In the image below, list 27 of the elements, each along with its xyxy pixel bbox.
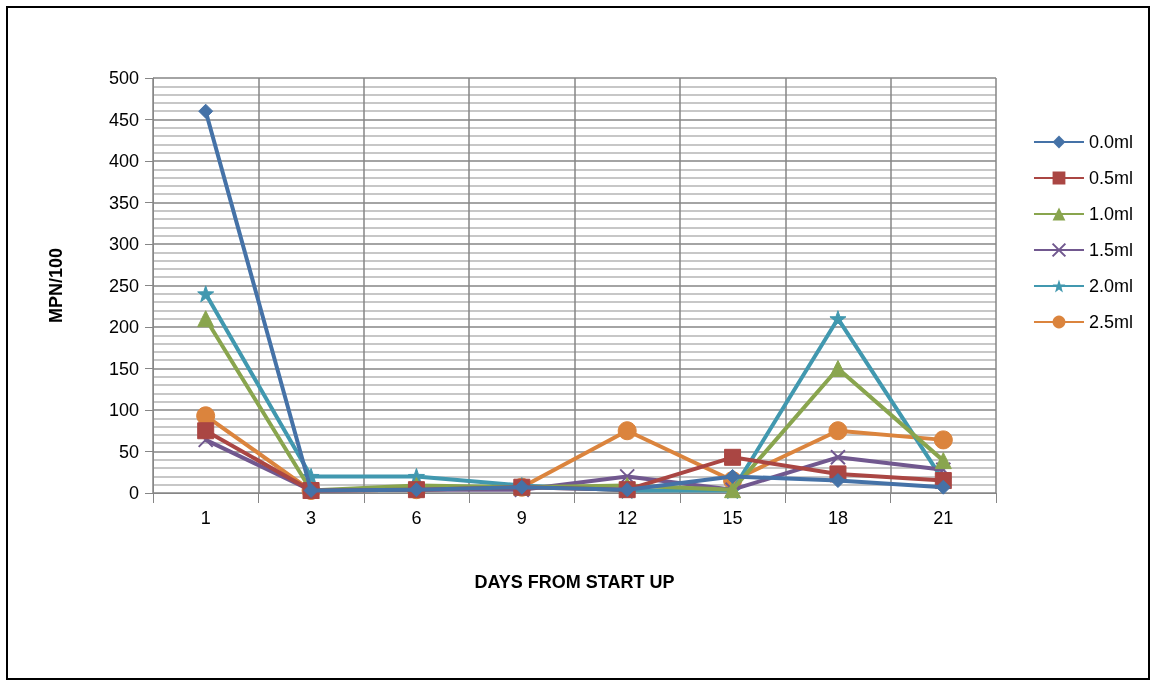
y-tick-label: 500 xyxy=(108,68,139,88)
y-tick-label: 350 xyxy=(108,192,139,213)
x-tick-label: 15 xyxy=(722,508,743,528)
y-tick-label: 100 xyxy=(108,400,139,420)
y-tick-label: 0 xyxy=(128,483,139,503)
legend-label: 2.5ml xyxy=(1088,312,1133,332)
x-tick-label: 9 xyxy=(516,508,527,528)
y-tick-label: 300 xyxy=(108,234,139,254)
y-tick-label: 150 xyxy=(108,358,139,379)
legend-label: 2.0ml xyxy=(1088,276,1133,296)
y-tick-label: 50 xyxy=(118,441,139,462)
legend-label: 0.5ml xyxy=(1088,168,1133,188)
x-axis-title: DAYS FROM START UP xyxy=(474,572,675,592)
x-tick-label: 1 xyxy=(200,508,211,528)
legend-label: 1.0ml xyxy=(1088,204,1133,224)
y-tick-label: 200 xyxy=(108,317,139,337)
x-tick-label: 6 xyxy=(411,508,422,528)
legend-label: 0.0ml xyxy=(1088,132,1133,152)
y-tick-label: 250 xyxy=(108,275,139,296)
y-axis-title: MPN/100 xyxy=(46,247,66,324)
x-tick-label: 18 xyxy=(827,508,848,528)
x-tick-label: 12 xyxy=(617,508,638,528)
x-tick-label: 21 xyxy=(933,508,954,528)
y-tick-label: 450 xyxy=(108,109,139,130)
legend-label: 1.5ml xyxy=(1088,240,1133,260)
y-tick-label: 400 xyxy=(108,151,139,171)
x-tick-label: 3 xyxy=(306,508,317,528)
